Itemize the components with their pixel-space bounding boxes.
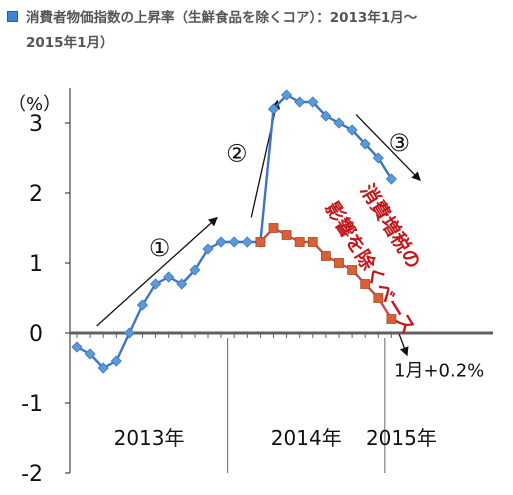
trend-arrows (96, 99, 421, 357)
data-point-2013-12 (215, 236, 227, 248)
y-tick-label: 3 (29, 112, 43, 137)
series-layer (71, 89, 397, 374)
data-point-2014-02 (241, 236, 253, 248)
chart-title-line2: 2015年1月） (26, 35, 114, 51)
data-point-2014-01 (228, 236, 240, 248)
data-point-2014-11 (360, 279, 371, 289)
data-point-2014-04 (267, 103, 280, 115)
data-point-2014-10 (346, 124, 358, 136)
y-tick-label: 0 (29, 322, 43, 347)
data-point-2014-07 (307, 237, 318, 247)
year-label: 2015年 (366, 426, 437, 450)
data-point-2015-01 (385, 173, 397, 185)
data-point-2014-09 (333, 117, 345, 129)
data-point-2013-06 (136, 299, 149, 311)
chart-header: 消費者物価指数の上昇率（生鮮食品を除くコア）：2013年1月～ 2015年1月） (0, 0, 513, 60)
final-value-arrow (398, 334, 409, 357)
chart-title-line1: 消費者物価指数の上昇率（生鮮食品を除くコア）：2013年1月～ (26, 10, 418, 26)
trend-arrow-3 (355, 114, 421, 182)
phase-1-label: ① (149, 234, 171, 262)
data-point-2013-04 (110, 355, 122, 367)
data-point-2014-10 (347, 265, 358, 275)
data-point-2013-03 (97, 362, 109, 374)
data-point-2014-11 (359, 138, 371, 150)
y-tick-label: -1 (21, 392, 43, 417)
data-point-2014-05 (281, 89, 293, 101)
data-point-2013-08 (163, 271, 175, 283)
data-point-2014-07 (307, 96, 319, 108)
data-point-2013-07 (150, 278, 162, 290)
data-point-2014-05 (281, 230, 292, 240)
final-value-label: 1月+0.2% (394, 360, 484, 381)
data-point-2015-01 (386, 314, 397, 324)
data-point-2013-01 (71, 341, 83, 353)
data-point-2013-02 (84, 348, 96, 360)
year-label: 2014年 (271, 426, 342, 450)
year-label: 2013年 (114, 426, 185, 450)
y-axis-unit-label: （%） (8, 94, 61, 115)
data-point-2013-05 (123, 327, 135, 339)
y-tick-label: -2 (21, 462, 43, 487)
data-point-2014-08 (320, 110, 332, 122)
trend-arrow-1 (96, 216, 218, 327)
y-tick-label: 2 (29, 182, 43, 207)
data-point-2014-04 (268, 223, 279, 233)
phase-2-label: ② (226, 140, 248, 168)
data-point-2014-03 (255, 237, 266, 247)
data-point-2014-09 (334, 258, 344, 268)
axes: -2 -1 0 1 2 3（%） 2013年 2014年 2015年 (8, 88, 493, 487)
data-point-2014-12 (372, 152, 384, 164)
data-point-2014-12 (373, 293, 384, 303)
data-point-2013-09 (176, 278, 188, 290)
y-tick-label: 1 (29, 252, 43, 277)
data-point-2014-06 (294, 96, 306, 108)
data-point-2014-08 (320, 251, 331, 261)
data-point-2014-06 (294, 237, 305, 247)
data-point-2013-11 (202, 243, 214, 255)
title-marker-icon (7, 11, 18, 22)
data-point-2013-10 (189, 264, 201, 276)
phase-3-label: ③ (389, 129, 411, 157)
